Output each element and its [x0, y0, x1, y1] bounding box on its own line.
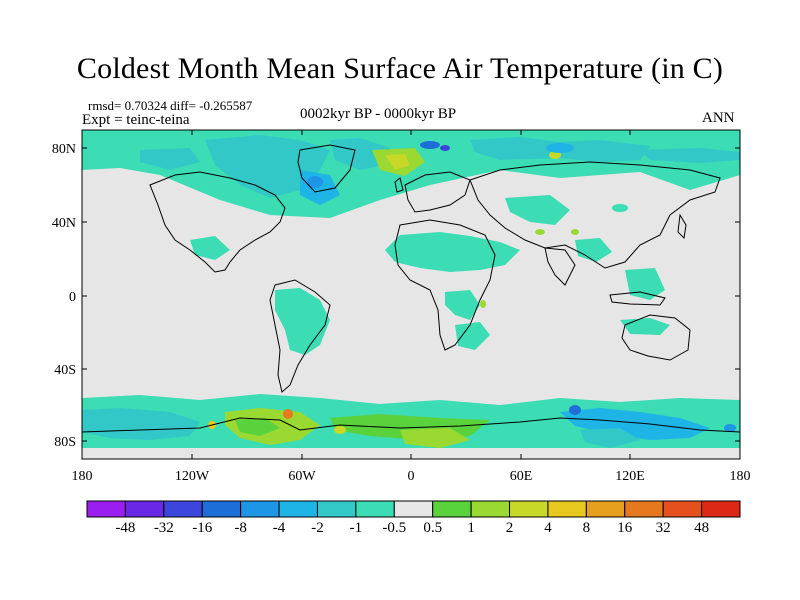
colorbar-label: 1 — [467, 520, 475, 536]
colorbar-segment — [355, 500, 395, 518]
colorbar-segment — [470, 500, 511, 518]
colorbar-label: 0.5 — [423, 520, 442, 536]
colorbar-label: -2 — [311, 520, 324, 536]
colorbar-segment — [509, 500, 549, 518]
colorbar-segment — [240, 500, 280, 518]
colorbar-segment — [163, 500, 203, 518]
lat-label: 40S — [54, 363, 76, 378]
colorbar-segment — [393, 500, 434, 518]
antarctic-anomaly-fields — [82, 394, 740, 459]
lon-label: 60W — [288, 469, 316, 484]
latitude-labels: 80N 40N 0 40S 80S — [52, 142, 76, 450]
colorbar-segment — [547, 500, 587, 518]
colorbar-segment — [701, 500, 741, 518]
colorbar-label: -1 — [350, 520, 363, 536]
colorbar-segment — [432, 500, 472, 518]
colorbar-label: 32 — [656, 520, 671, 536]
colorbar-segment — [86, 500, 126, 518]
colorbar-labels: -48 -32 -16 -8 -4 -2 -1 -0.5 0.5 1 2 4 8 16 32 48 — [115, 520, 709, 536]
colorbar-label: 2 — [506, 520, 514, 536]
arctic-anomaly-fields — [82, 130, 740, 218]
colorbar-label: -8 — [234, 520, 247, 536]
lat-label: 80S — [54, 435, 76, 450]
rmsd-diff-stats: rmsd= 0.70324 diff= -0.265587 — [88, 98, 253, 113]
colorbar-label: -16 — [192, 520, 212, 536]
lat-label: 40N — [52, 216, 76, 231]
colorbar-segment — [316, 500, 357, 518]
coastlines — [82, 144, 740, 433]
lat-label: 80N — [52, 142, 76, 157]
tropical-anomaly-fields — [190, 195, 670, 355]
colorbar-segment — [124, 500, 165, 518]
longitude-labels: 180 120W 60W 0 60E 120E 180 — [72, 469, 751, 484]
colorbar-label: 48 — [694, 520, 709, 536]
colorbar-segment — [201, 500, 242, 518]
lon-label: 120E — [615, 469, 645, 484]
experiment-label: Expt = teinc-teina — [82, 112, 190, 128]
colorbar-label: 8 — [583, 520, 591, 536]
colorbar — [86, 500, 741, 518]
lon-label: 60E — [510, 469, 533, 484]
time-period-label: 0002kyr BP - 0000kyr BP — [300, 106, 457, 122]
colorbar-label: 16 — [617, 520, 633, 536]
lon-label: 120W — [175, 469, 210, 484]
colorbar-label: -48 — [115, 520, 135, 536]
colorbar-label: 4 — [544, 520, 552, 536]
lon-label: 180 — [72, 469, 93, 484]
colorbar-segment — [585, 500, 626, 518]
map-title: Coldest Month Mean Surface Air Temperatu… — [76, 52, 724, 85]
lon-label: 0 — [408, 469, 415, 484]
map-plot-area — [82, 130, 740, 459]
colorbar-segment — [624, 500, 664, 518]
colorbar-segment — [662, 500, 703, 518]
lat-label: 0 — [69, 290, 76, 305]
colorbar-label: -32 — [154, 520, 174, 536]
colorbar-segment — [278, 500, 318, 518]
season-label: ANN — [702, 110, 735, 126]
axis-ticks — [82, 130, 740, 459]
colorbar-label: -4 — [273, 520, 286, 536]
colorbar-label: -0.5 — [382, 520, 406, 536]
lon-label: 180 — [730, 469, 751, 484]
